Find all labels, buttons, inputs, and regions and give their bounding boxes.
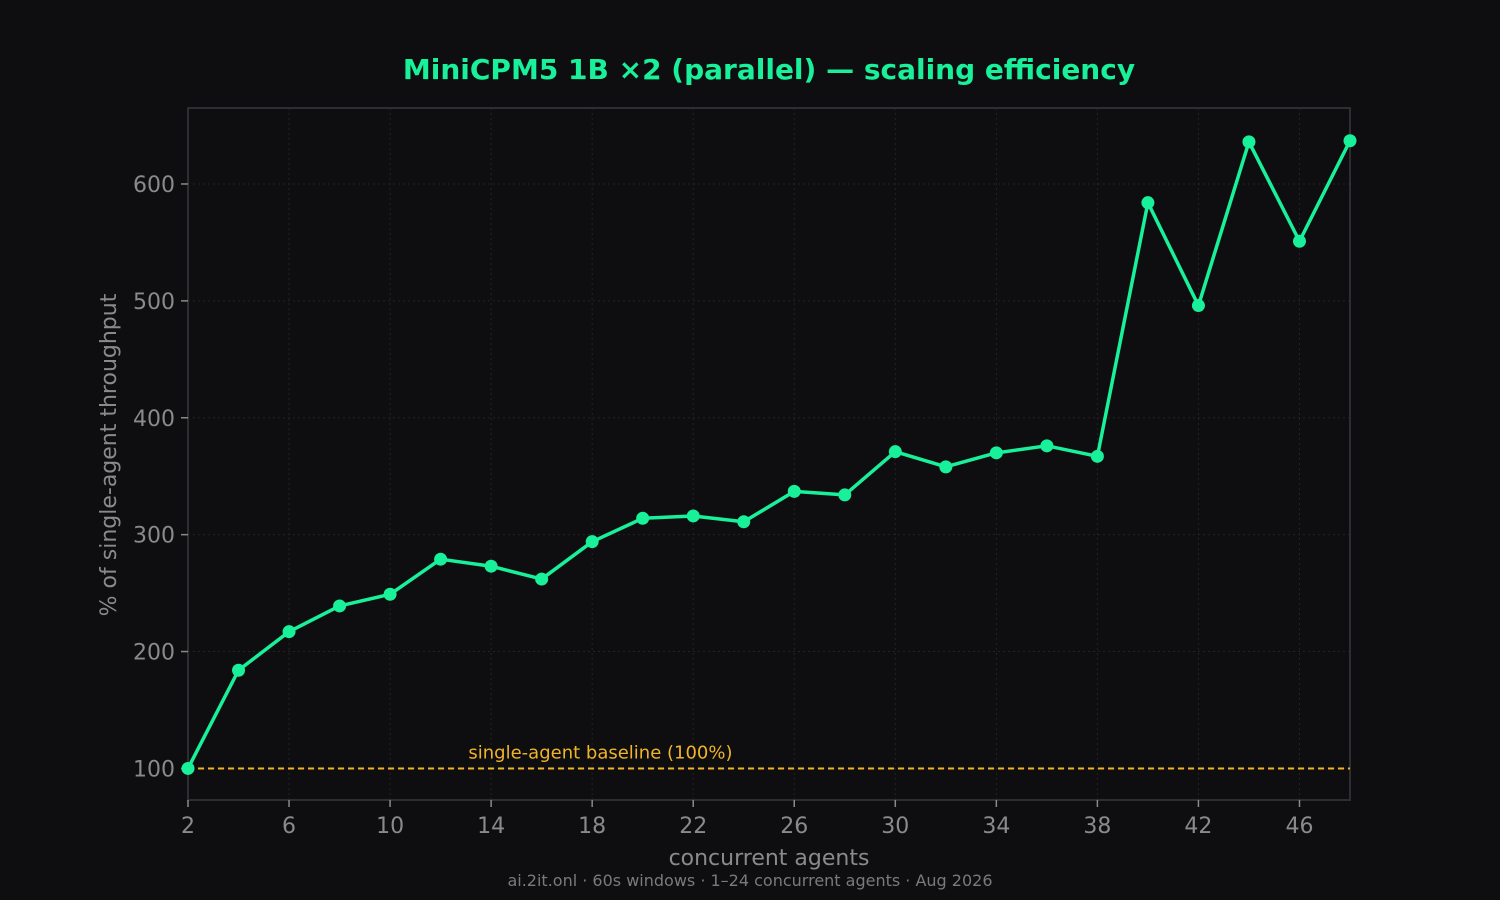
data-point [1242,135,1256,149]
y-tick-label: 200 [133,641,175,666]
data-point [838,488,852,502]
data-point [282,625,296,639]
y-tick-label: 600 [133,173,175,198]
x-axis-ticks: 2 6 10 14 18 22 26 30 34 38 42 46 [181,800,1313,839]
x-tick-label: 38 [1083,814,1111,839]
y-tick-label: 100 [133,757,175,782]
data-point [1040,439,1054,453]
data-point [232,663,246,677]
y-tick-label: 500 [133,290,175,315]
series-line-group [181,134,1357,775]
y-axis-label: % of single-agent throughput [97,293,122,616]
footer-note: ai.2it.onl · 60s windows · 1–24 concurre… [507,871,992,890]
x-tick-label: 42 [1184,814,1212,839]
x-tick-label: 6 [282,814,296,839]
data-point [383,587,397,601]
y-axis-ticks: 100 200 300 400 500 600 [133,173,188,782]
plot-frame [187,107,1351,801]
x-axis-label: concurrent agents [669,846,870,871]
data-point [686,509,700,523]
chart-title: MiniCPM5 1B ×2 (parallel) — scaling effi… [403,53,1135,86]
data-point [636,511,650,525]
x-tick-label: 34 [982,814,1010,839]
data-point [737,515,751,529]
data-point [585,535,599,549]
series-line [186,139,1352,770]
data-point [535,572,549,586]
data-point [333,599,347,613]
data-point [1191,299,1205,313]
data-point [484,559,498,573]
data-point [181,761,195,775]
data-point [888,445,902,459]
x-tick-label: 22 [679,814,707,839]
data-point [434,552,448,566]
x-tick-label: 46 [1285,814,1313,839]
x-tick-label: 26 [780,814,808,839]
y-tick-label: 300 [133,524,175,549]
y-tick-label: 400 [133,407,175,432]
x-tick-label: 30 [881,814,909,839]
data-point [989,446,1003,460]
data-point [787,484,801,498]
baseline: single-agent baseline (100%) [188,742,1350,770]
data-point [1292,234,1306,248]
x-tick-label: 14 [477,814,505,839]
data-point [939,460,953,474]
data-point [1090,449,1104,463]
baseline-label: single-agent baseline (100%) [468,742,732,763]
x-tick-label: 10 [376,814,404,839]
x-tick-label: 2 [181,814,195,839]
x-tick-label: 18 [578,814,606,839]
data-point [1141,196,1155,210]
grid-lines [187,108,1350,800]
data-point [1343,134,1357,148]
